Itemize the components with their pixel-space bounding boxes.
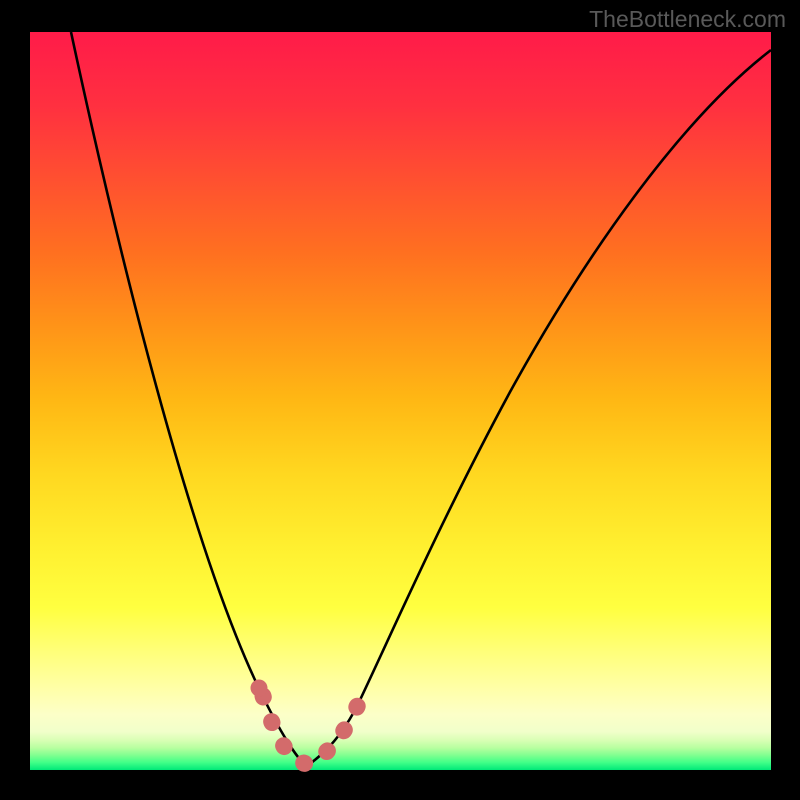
highlight-start-dot xyxy=(251,680,268,697)
plot-area xyxy=(30,32,771,770)
watermark-label: TheBottleneck.com xyxy=(589,6,786,33)
bottleneck-chart: TheBottleneck.com xyxy=(0,0,800,800)
chart-svg xyxy=(0,0,800,800)
